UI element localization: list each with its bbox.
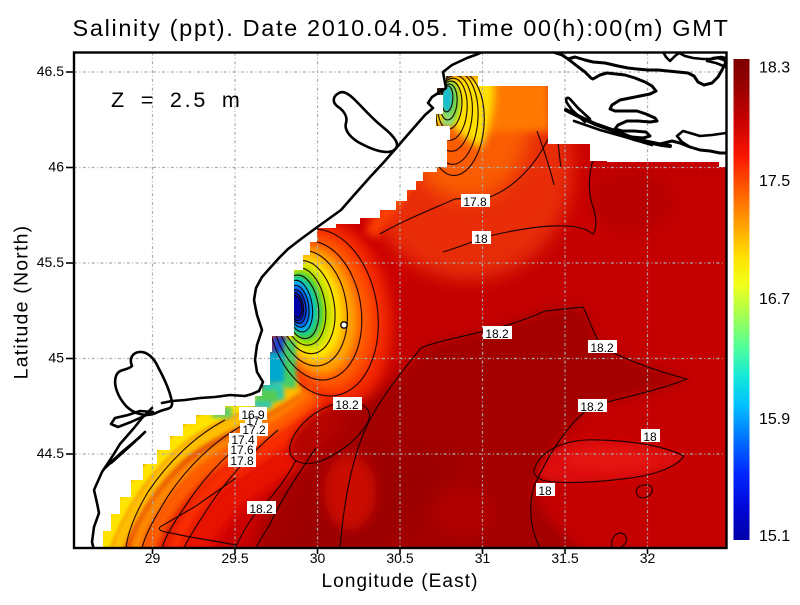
svg-text:Z = 2.5 m: Z = 2.5 m <box>111 88 243 112</box>
svg-text:17.8: 17.8 <box>463 195 487 209</box>
svg-text:46: 46 <box>48 159 64 175</box>
svg-text:18.2: 18.2 <box>249 502 273 516</box>
svg-text:29: 29 <box>145 550 161 566</box>
svg-text:17.4: 17.4 <box>231 433 255 447</box>
svg-text:30: 30 <box>310 550 326 566</box>
svg-text:17.5: 17.5 <box>759 173 790 190</box>
svg-text:16.9: 16.9 <box>241 408 265 422</box>
svg-text:18.2: 18.2 <box>580 400 604 414</box>
svg-text:18.2: 18.2 <box>590 341 614 355</box>
svg-text:45: 45 <box>48 350 64 366</box>
svg-text:44.5: 44.5 <box>37 445 64 461</box>
svg-text:15.1: 15.1 <box>759 528 790 545</box>
svg-text:29.5: 29.5 <box>221 550 248 566</box>
svg-text:31: 31 <box>475 550 491 566</box>
svg-text:Latitude (North): Latitude (North) <box>11 225 33 380</box>
svg-text:18.3: 18.3 <box>759 60 790 77</box>
svg-text:32: 32 <box>640 550 656 566</box>
svg-text:18: 18 <box>474 232 488 246</box>
svg-text:17.6: 17.6 <box>230 443 254 457</box>
svg-text:15.9: 15.9 <box>759 411 790 428</box>
svg-text:18.2: 18.2 <box>335 398 359 412</box>
svg-text:Salinity (ppt). Date 2010.04.0: Salinity (ppt). Date 2010.04.05. Time 00… <box>73 15 730 41</box>
svg-text:45.5: 45.5 <box>37 254 64 270</box>
svg-text:30.5: 30.5 <box>386 550 413 566</box>
svg-text:18.2: 18.2 <box>485 327 509 341</box>
svg-text:17: 17 <box>246 414 260 428</box>
svg-text:17.2: 17.2 <box>242 423 266 437</box>
svg-text:31.5: 31.5 <box>551 550 578 566</box>
svg-text:18: 18 <box>538 484 552 498</box>
svg-text:17.8: 17.8 <box>230 454 254 468</box>
svg-text:46.5: 46.5 <box>37 63 64 79</box>
svg-text:Longitude (East): Longitude (East) <box>321 571 478 592</box>
svg-text:16.7: 16.7 <box>759 291 790 308</box>
svg-text:18: 18 <box>643 430 657 444</box>
